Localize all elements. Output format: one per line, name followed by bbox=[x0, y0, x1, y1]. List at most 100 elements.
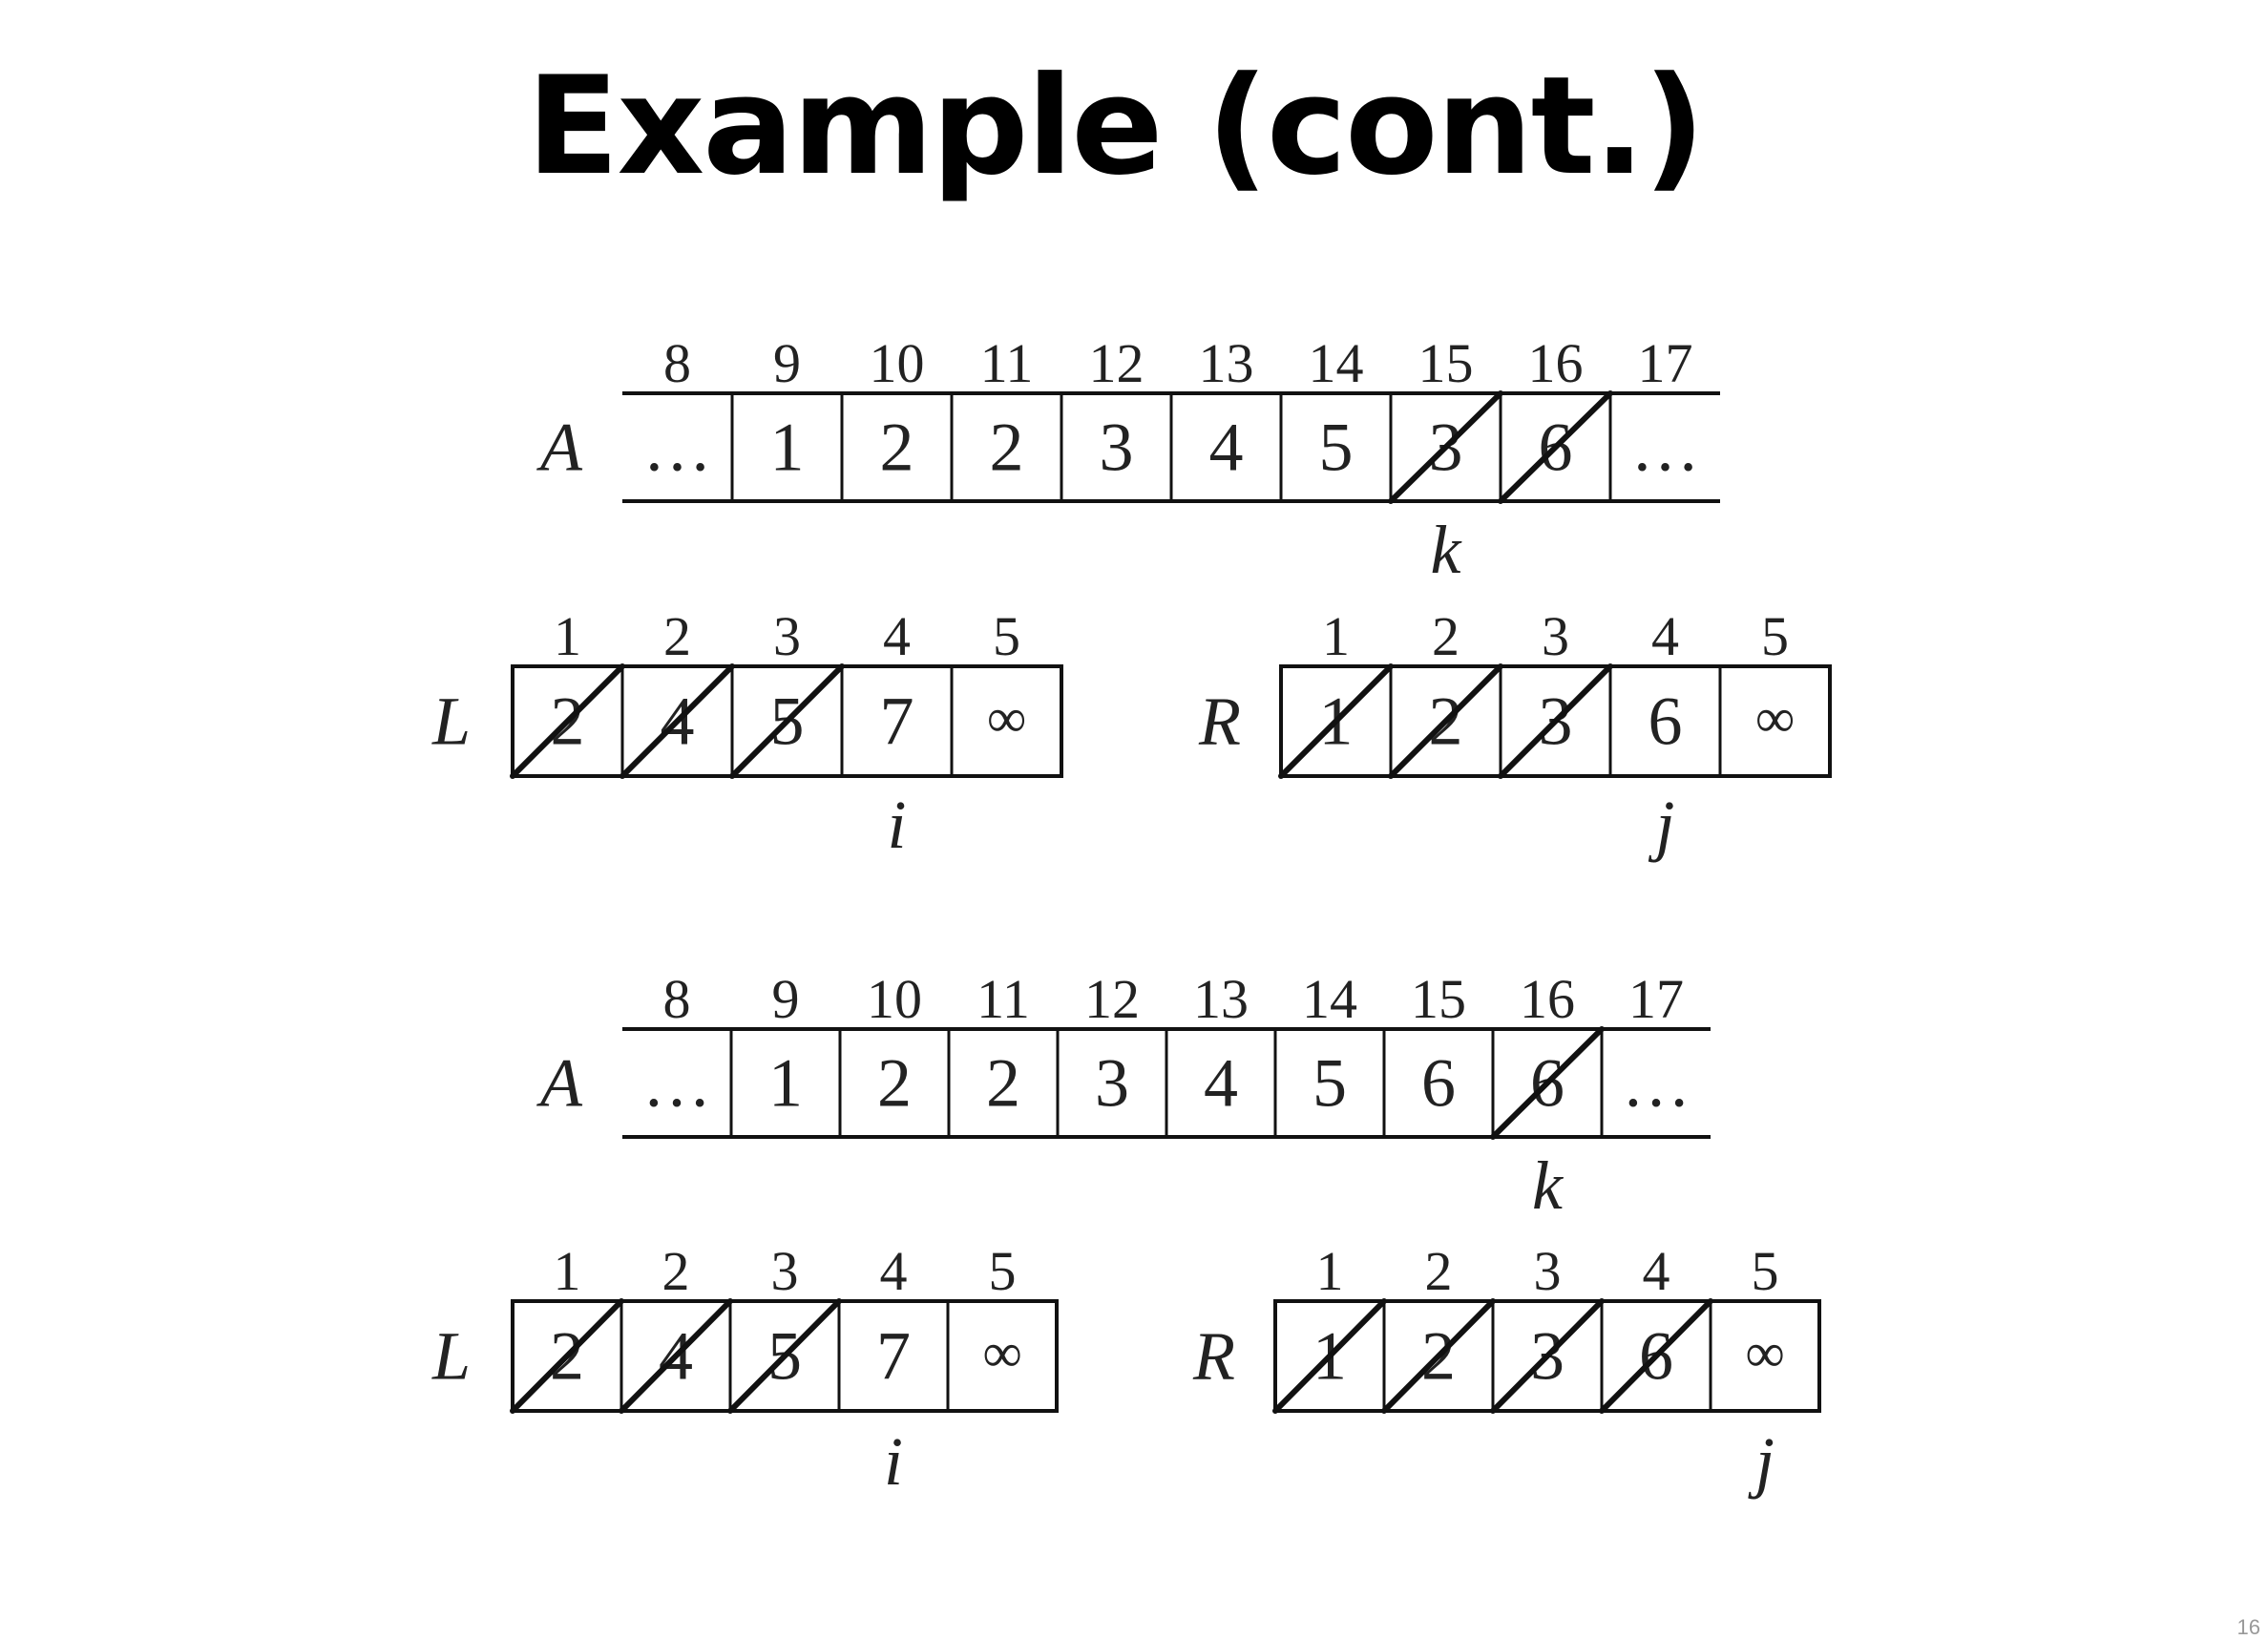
array-L-border bbox=[511, 1299, 1059, 1413]
array-A-index-label: 8 bbox=[663, 968, 691, 1030]
array-L-cell-value: 7 bbox=[880, 683, 914, 760]
panel-2-array-L: L123452457∞i bbox=[431, 1240, 1059, 1500]
array-L-index-label: 4 bbox=[883, 605, 911, 667]
array-L-index-label: 1 bbox=[554, 605, 581, 667]
array-R-cell-value: ∞ bbox=[1745, 1322, 1784, 1384]
array-R-strike-mark bbox=[1272, 1298, 1387, 1414]
array-L-index-label: 2 bbox=[663, 605, 691, 667]
array-L-name: L bbox=[431, 683, 471, 760]
array-A-strike-mark bbox=[1490, 1026, 1605, 1140]
array-R-name: R bbox=[1192, 1318, 1235, 1395]
array-A-name: A bbox=[536, 410, 583, 486]
array-R-strike-mark bbox=[1388, 663, 1503, 779]
array-A-index-label: 10 bbox=[870, 332, 925, 394]
array-A-index-label: 15 bbox=[1418, 332, 1474, 394]
array-A-index-label: 14 bbox=[1302, 968, 1357, 1030]
array-R-index-label: 3 bbox=[1534, 1240, 1562, 1302]
pointer-j-label: j bbox=[1648, 787, 1674, 863]
array-L-strike-mark bbox=[510, 663, 625, 779]
array-A-index-label: 12 bbox=[1084, 968, 1140, 1030]
pointer-k-label: k bbox=[1431, 512, 1463, 588]
array-R-strike-mark bbox=[1599, 1298, 1713, 1414]
pointer-i-label: i bbox=[887, 787, 906, 863]
array-A-cell-value: 5 bbox=[1319, 410, 1354, 486]
array-L-cell-value: ∞ bbox=[982, 1322, 1021, 1384]
array-R-index-label: 4 bbox=[1643, 1240, 1670, 1302]
array-A-cell-value: 1 bbox=[770, 410, 805, 486]
array-L-index-label: 1 bbox=[554, 1240, 581, 1302]
array-R-cell-value: 6 bbox=[1648, 683, 1683, 760]
array-A-cell-value: … bbox=[1622, 1045, 1690, 1122]
array-A-index-label: 11 bbox=[980, 332, 1034, 394]
array-A-index-label: 16 bbox=[1528, 332, 1584, 394]
array-R-strike-mark bbox=[1498, 663, 1613, 779]
array-L-cell-value: 7 bbox=[876, 1318, 911, 1395]
array-A-index-label: 17 bbox=[1638, 332, 1693, 394]
array-A-index-label: 10 bbox=[867, 968, 922, 1030]
array-A-index-label: 9 bbox=[772, 968, 800, 1030]
array-L-border bbox=[511, 664, 1063, 778]
array-R-cell-value: ∞ bbox=[1755, 687, 1795, 749]
array-R-border bbox=[1279, 664, 1832, 778]
array-A-cell-value: … bbox=[642, 1045, 711, 1122]
array-A-index-label: 11 bbox=[976, 968, 1030, 1030]
array-A-cell-value: 6 bbox=[1421, 1045, 1456, 1122]
array-L-strike-mark bbox=[729, 663, 845, 779]
array-A-strike-mark bbox=[1388, 390, 1503, 504]
array-A-index-label: 12 bbox=[1089, 332, 1144, 394]
pointer-k-label: k bbox=[1532, 1147, 1564, 1224]
array-L-index-label: 5 bbox=[993, 605, 1020, 667]
array-A-index-label: 9 bbox=[773, 332, 801, 394]
array-A-name: A bbox=[536, 1045, 583, 1122]
array-L-index-label: 4 bbox=[880, 1240, 908, 1302]
array-R-index-label: 1 bbox=[1316, 1240, 1344, 1302]
array-A-index-label: 16 bbox=[1520, 968, 1575, 1030]
array-R-name: R bbox=[1198, 683, 1241, 760]
panel-2-array-R: R123451236∞j bbox=[1192, 1240, 1821, 1500]
array-L-strike-mark bbox=[620, 663, 735, 779]
array-A-index-label: 17 bbox=[1628, 968, 1684, 1030]
array-A-cell-value: 2 bbox=[880, 410, 914, 486]
array-A-strike-mark bbox=[1498, 390, 1613, 504]
array-R-index-label: 2 bbox=[1432, 605, 1460, 667]
slide-title: Example (cont.) bbox=[526, 48, 1706, 205]
array-R-border bbox=[1273, 1299, 1821, 1413]
array-A-cell-value: 2 bbox=[877, 1045, 912, 1122]
array-R-index-label: 4 bbox=[1651, 605, 1679, 667]
array-R-index-label: 2 bbox=[1425, 1240, 1453, 1302]
array-L-cell-value: ∞ bbox=[987, 687, 1026, 749]
panel-1-array-L: L123452457∞i bbox=[431, 605, 1063, 863]
array-R-strike-mark bbox=[1490, 1298, 1605, 1414]
array-L-index-label: 2 bbox=[662, 1240, 690, 1302]
array-A-cell-value: 3 bbox=[1100, 410, 1134, 486]
array-A-cell-value: … bbox=[643, 410, 712, 486]
array-A-cell-value: 1 bbox=[768, 1045, 803, 1122]
array-L-strike-mark bbox=[619, 1298, 733, 1414]
array-R-index-label: 1 bbox=[1322, 605, 1350, 667]
array-R-index-label: 5 bbox=[1761, 605, 1789, 667]
array-R-strike-mark bbox=[1381, 1298, 1496, 1414]
array-A-index-label: 13 bbox=[1199, 332, 1254, 394]
array-R-index-label: 3 bbox=[1542, 605, 1569, 667]
page-number: 16 bbox=[2236, 1615, 2260, 1639]
pointer-j-label: j bbox=[1748, 1423, 1774, 1500]
array-A-cell-value: 4 bbox=[1209, 410, 1244, 486]
panel-1-array-R: R123451236∞j bbox=[1198, 605, 1832, 863]
array-A-index-label: 13 bbox=[1193, 968, 1249, 1030]
array-R-index-label: 5 bbox=[1752, 1240, 1779, 1302]
array-L-strike-mark bbox=[727, 1298, 842, 1414]
array-L-index-label: 5 bbox=[989, 1240, 1017, 1302]
array-L-strike-mark bbox=[510, 1298, 624, 1414]
array-A-index-label: 15 bbox=[1411, 968, 1466, 1030]
array-A-cell-value: 3 bbox=[1095, 1045, 1129, 1122]
array-A-index-label: 8 bbox=[663, 332, 691, 394]
array-A-cell-value: 5 bbox=[1312, 1045, 1347, 1122]
pointer-i-label: i bbox=[884, 1423, 903, 1500]
array-A-cell-value: 2 bbox=[986, 1045, 1020, 1122]
array-A-index-label: 14 bbox=[1309, 332, 1364, 394]
array-L-name: L bbox=[431, 1318, 471, 1395]
array-R-strike-mark bbox=[1278, 663, 1394, 779]
array-L-index-label: 3 bbox=[771, 1240, 799, 1302]
